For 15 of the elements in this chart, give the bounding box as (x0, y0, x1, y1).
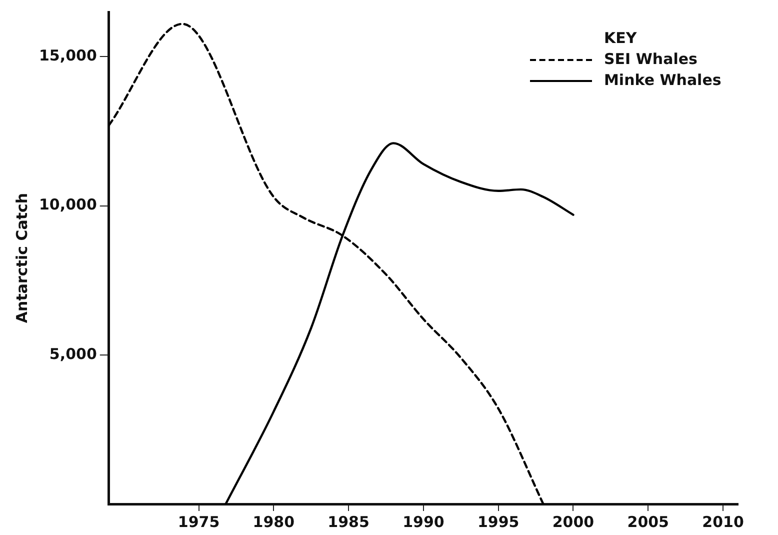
x-tick-label: 2000 (552, 512, 594, 531)
legend-label: SEI Whales (604, 49, 698, 70)
x-tick-label: 1995 (477, 512, 520, 531)
y-tick-label: 15,000 (38, 46, 97, 65)
x-tick-label: 2005 (627, 512, 669, 531)
x-tick-label: 2010 (702, 512, 744, 531)
y-tick-label: 5,000 (49, 344, 97, 363)
x-tick-label: 1975 (178, 512, 220, 531)
x-tick-label: 1980 (252, 512, 295, 531)
y-tick-label: 10,000 (38, 196, 97, 214)
legend-title: KEY (604, 28, 638, 49)
x-tick-label: 1990 (402, 512, 444, 531)
x-tick-label: 1985 (328, 512, 370, 531)
y-axis-title: Antarctic Catch (12, 192, 31, 324)
legend-label: Minke Whales (604, 70, 722, 91)
